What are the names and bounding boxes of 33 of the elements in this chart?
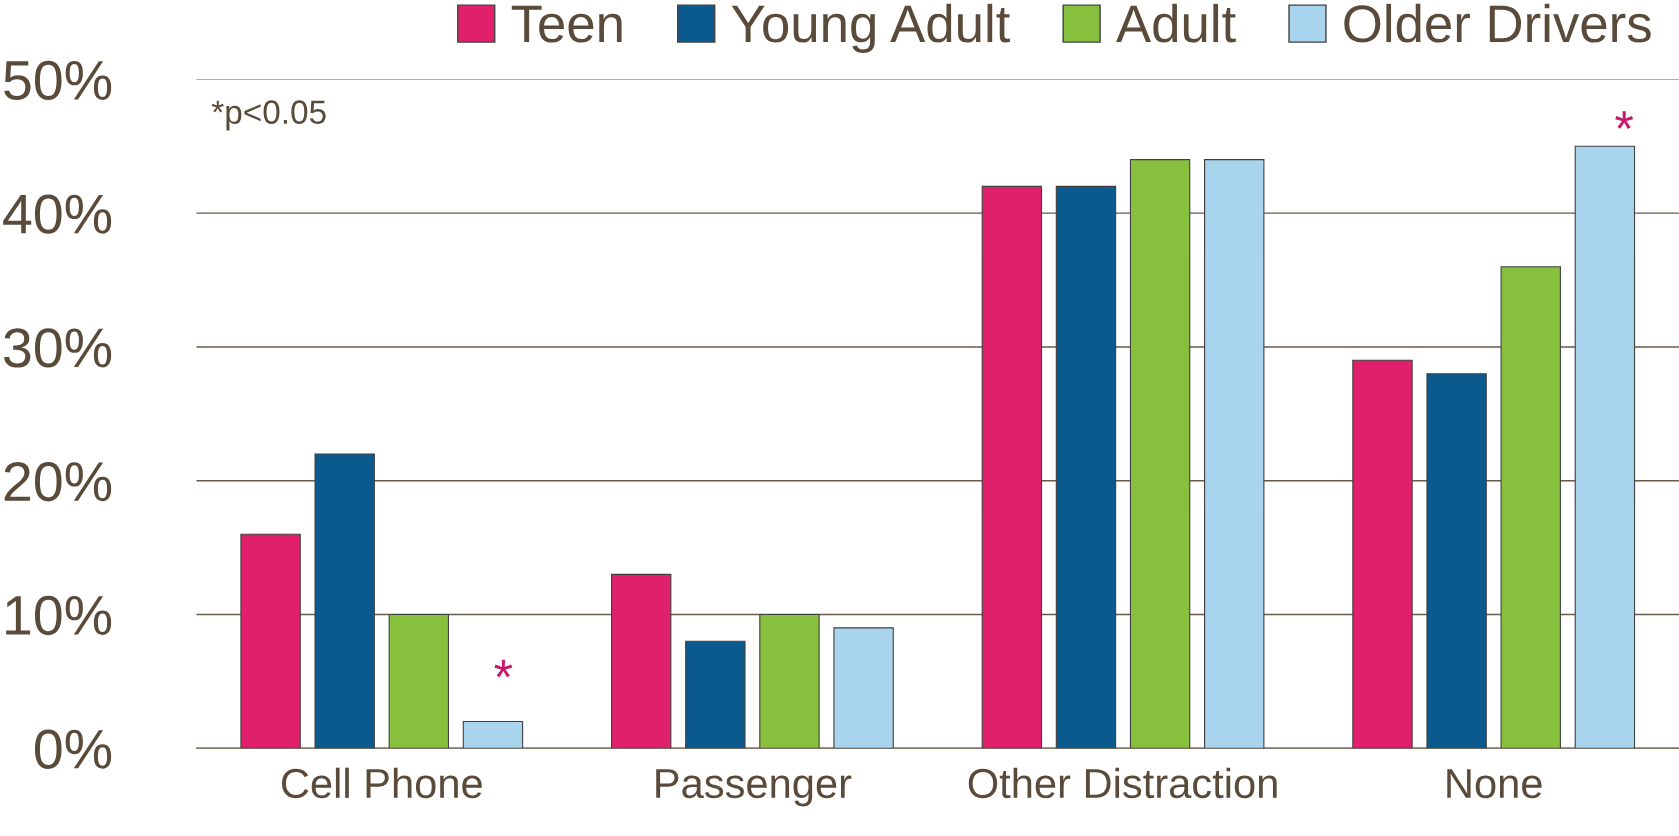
legend-label: Young Adult — [731, 3, 1011, 54]
bar — [833, 627, 894, 749]
bar — [1055, 185, 1117, 749]
bar — [1426, 373, 1487, 749]
annotation: * — [1615, 111, 1634, 129]
legend-label: Older Drivers — [1344, 3, 1651, 43]
bar — [240, 533, 301, 749]
bar — [388, 613, 450, 749]
bar — [314, 453, 375, 749]
bar — [1574, 145, 1636, 749]
y-tick-label: 20% — [4, 462, 112, 502]
bar — [759, 613, 820, 749]
legend-label: Teen — [511, 5, 622, 43]
y-tick-label: 40% — [3, 194, 112, 234]
bar — [1352, 359, 1413, 749]
bar — [611, 573, 672, 749]
x-tick-label: Other Distraction — [968, 767, 1277, 799]
y-tick-label: 10% — [6, 595, 112, 636]
bar — [1129, 159, 1191, 749]
bar — [981, 185, 1043, 749]
x-tick-label: Cell Phone — [281, 767, 482, 799]
legend-label: Adult — [1116, 3, 1236, 43]
annotation: *p<0.05 — [211, 100, 326, 131]
x-tick-label: None — [1447, 769, 1542, 799]
y-tick-label: 0% — [34, 729, 112, 769]
bar — [1204, 159, 1265, 749]
bar — [1500, 266, 1561, 749]
y-tick-label: 30% — [4, 328, 112, 368]
x-tick-label: Passenger — [656, 769, 852, 807]
bar — [685, 640, 746, 749]
annotation: * — [494, 659, 513, 678]
y-tick-label: 50% — [4, 60, 112, 101]
bar — [462, 720, 524, 749]
